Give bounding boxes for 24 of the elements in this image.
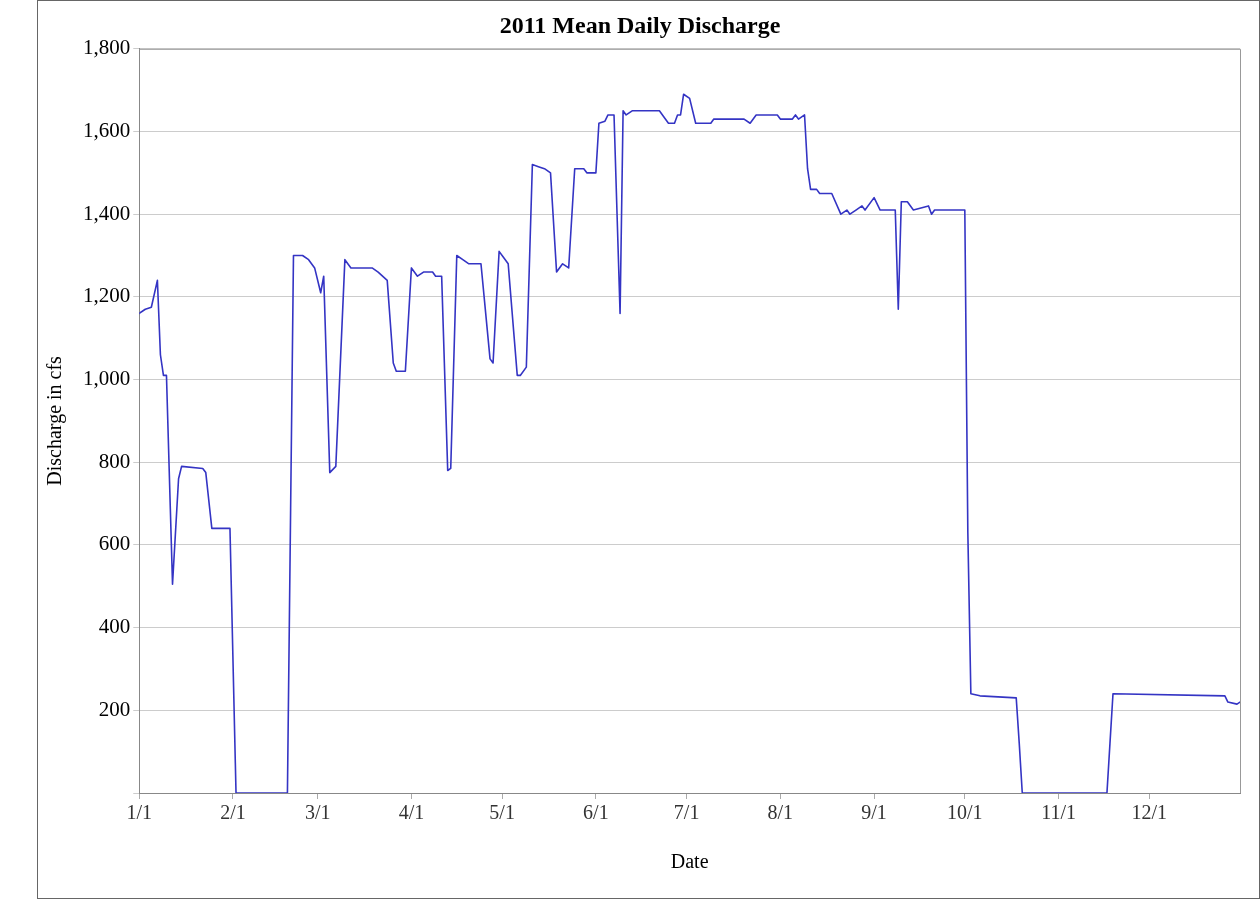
y-tick-label: 1,800 — [83, 35, 131, 60]
x-axis-title: Date — [670, 850, 709, 873]
x-tick-label: 6/1 — [583, 801, 609, 824]
y-tick-label: 1,400 — [83, 200, 131, 225]
x-tick-label: 12/1 — [1131, 801, 1168, 824]
x-tick-label: 7/1 — [673, 801, 700, 824]
y-axis-title: Discharge in cfs — [43, 355, 67, 486]
y-tick-label: 200 — [98, 696, 131, 721]
x-tick-label: 3/1 — [304, 801, 331, 824]
y-tick-label: 400 — [98, 614, 131, 639]
x-tick-label: 1/1 — [126, 801, 153, 824]
y-tick-label: 600 — [98, 531, 131, 556]
x-tick-label: 10/1 — [947, 801, 983, 824]
chart-title: 2011 Mean Daily Discharge — [499, 11, 781, 38]
y-tick-label: 800 — [98, 448, 131, 473]
y-tick-label: 1,600 — [83, 118, 131, 142]
x-tick-label: 11/1 — [1041, 801, 1076, 824]
x-tick-label: 2/1 — [220, 801, 246, 824]
x-tick-label: 5/1 — [489, 801, 515, 824]
y-tick-label: 1,200 — [83, 283, 131, 308]
x-tick-label: 8/1 — [767, 801, 794, 824]
y-tick-label: 1,000 — [83, 366, 131, 391]
x-tick-label: 9/1 — [861, 801, 887, 824]
x-tick-label: 4/1 — [398, 801, 425, 824]
